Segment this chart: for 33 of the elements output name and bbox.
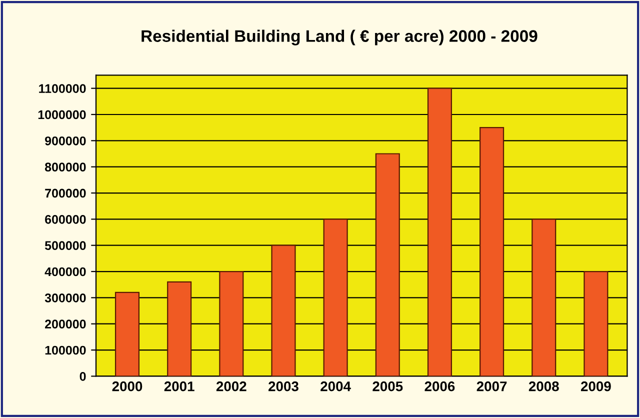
x-tick-label: 2006	[424, 381, 455, 392]
bar	[114, 292, 140, 376]
chart-title: Residential Building Land ( € per acre) 2000 - 2009	[142, 30, 538, 46]
bar	[219, 270, 244, 376]
y-tick-label: 500000	[44, 241, 86, 250]
y-tick-label: 900000	[45, 136, 86, 146]
y-tick-label: 1100000	[39, 84, 86, 93]
x-tick-label: 2001	[164, 381, 194, 392]
y-tick-label: 300000	[44, 293, 86, 302]
bar	[167, 281, 192, 376]
y-tick-label: 700000	[45, 188, 86, 198]
bar	[375, 153, 400, 376]
y-tick-label: 1000000	[38, 110, 86, 120]
x-tick-label: 2009	[580, 381, 611, 392]
x-tick-label: 2004	[320, 381, 351, 392]
bar	[584, 270, 608, 376]
x-tick-label: 2002	[216, 381, 246, 392]
y-tick-label: 200000	[45, 320, 86, 329]
x-tick-label: 2008	[528, 381, 559, 392]
y-tick-label: 100000	[45, 346, 86, 355]
bar	[271, 244, 296, 376]
x-tick-label: 2000	[112, 381, 142, 392]
x-tick-label: 2005	[372, 381, 403, 392]
x-tick-label: 2003	[268, 381, 298, 392]
y-tick-label: 0	[80, 372, 86, 381]
y-tick-label: 400000	[44, 267, 86, 276]
bar	[532, 218, 556, 376]
bar	[427, 88, 452, 376]
bar	[323, 218, 348, 376]
x-tick-label: 2007	[476, 381, 507, 392]
bar	[480, 127, 504, 376]
y-tick-label: 600000	[45, 214, 86, 224]
y-tick-label: 800000	[44, 162, 86, 172]
